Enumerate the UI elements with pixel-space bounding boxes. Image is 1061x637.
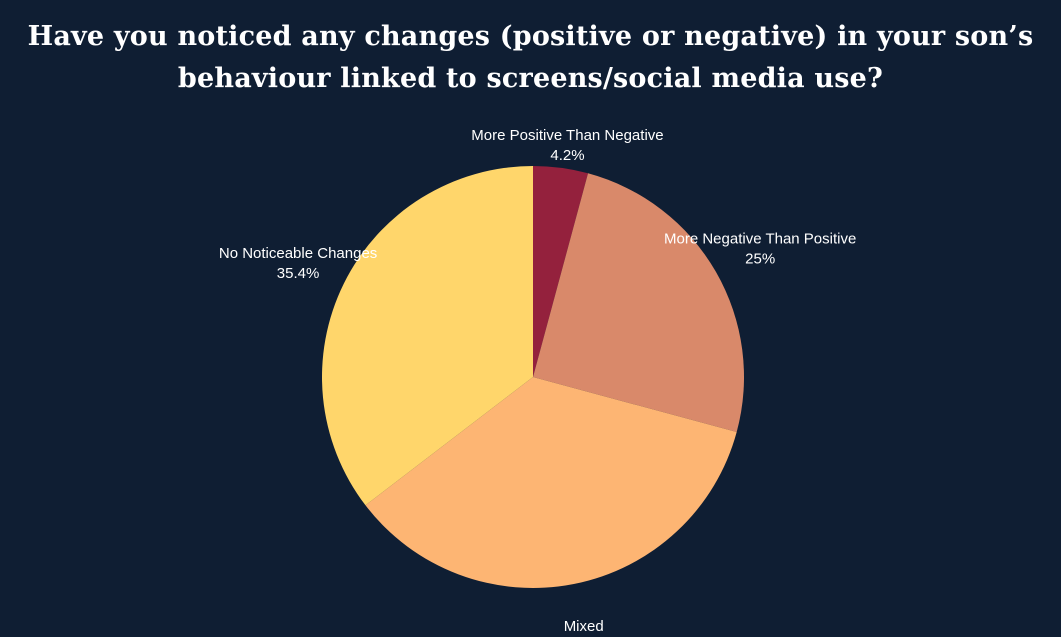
- slice-value-label: 35.4%: [277, 265, 320, 282]
- slice-value-label: 4.2%: [550, 147, 584, 164]
- pie-slice-no-noticeable-changes: [322, 166, 533, 506]
- slice-category-label: Mixed: [564, 618, 604, 635]
- pie-labels: More Positive Than Negative 4.2% More Nega…: [219, 127, 856, 637]
- pie-slice-more-positive-than-negative: [533, 166, 589, 377]
- slice-category-label: More Negative Than Positive: [664, 230, 856, 247]
- slice-label-no-noticeable-changes: No Noticeable Changes 35.4%: [219, 245, 377, 282]
- slice-category-label: More Positive Than Negative: [471, 127, 663, 144]
- slice-label-mixed: Mixed35.4%: [562, 618, 605, 637]
- chart-title: Have you noticed any changes (positive o…: [27, 21, 1034, 94]
- pie-slices: [322, 166, 744, 589]
- slice-label-more-negative-than-positive: More Negative Than Positive 25%: [664, 230, 856, 267]
- slice-label-more-positive-than-negative: More Positive Than Negative 4.2%: [471, 127, 663, 164]
- slice-category-label: No Noticeable Changes: [219, 245, 377, 262]
- pie-slice-mixed: [365, 377, 737, 589]
- pie-slice-more-negative-than-positive: [533, 173, 744, 433]
- slice-value-label: 25%: [745, 250, 775, 267]
